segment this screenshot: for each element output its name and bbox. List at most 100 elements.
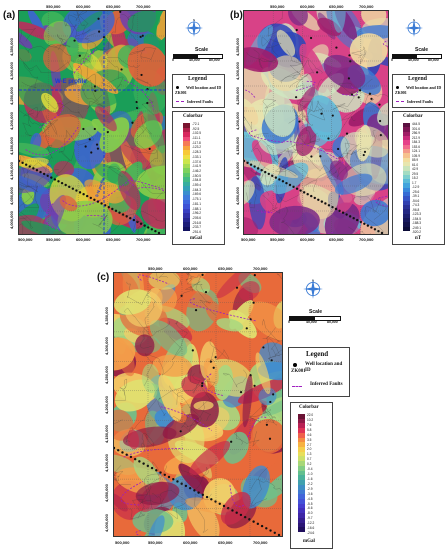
- colorbar-tick-label: -12.2: [307, 521, 315, 526]
- contour-line: [192, 373, 210, 394]
- inferred-fault-line: [123, 447, 183, 458]
- colorbar-swatch: [298, 437, 305, 443]
- inferred-fault-line: [127, 179, 165, 191]
- scale-tick: 40,000: [189, 58, 200, 62]
- contour-line: [21, 62, 39, 89]
- contour-line: [124, 127, 157, 154]
- well-marker: [139, 35, 142, 38]
- colorbar-tick-label: -74.3: [412, 203, 420, 207]
- colorbar: [403, 123, 410, 232]
- well-marker: [136, 106, 139, 110]
- colorbar-swatch: [183, 127, 190, 133]
- anomaly-zone: [21, 220, 72, 234]
- colorbar-swatch: [183, 190, 190, 196]
- contour-line: [157, 372, 189, 416]
- contour-line: [209, 338, 230, 363]
- colorbar-tick-label: -123.3: [412, 212, 422, 216]
- anomaly-zone: [238, 281, 260, 301]
- colorbar-tick-label: 444.5: [412, 122, 420, 126]
- contour-line: [23, 101, 71, 119]
- well-label: Well location and ID: [305, 362, 343, 373]
- well-marker: [98, 30, 101, 33]
- well-marker: [310, 194, 313, 198]
- well-marker: [157, 231, 161, 234]
- colorbar-tick-label: 7.6: [307, 422, 312, 427]
- contour-line: [81, 77, 104, 109]
- colorbar-unit: mGal: [303, 539, 315, 544]
- contour-line: [248, 405, 272, 423]
- well-marker: [253, 384, 256, 387]
- contour-line: [68, 11, 90, 40]
- colorbar-swatch: [403, 196, 410, 202]
- colorbar-swatch: [183, 150, 190, 155]
- well-marker: [146, 464, 150, 468]
- y-tick: 4,100,000: [235, 162, 240, 180]
- colorbar-swatch: [183, 123, 190, 128]
- x-tick: 700,000: [136, 4, 151, 9]
- well-marker: [348, 54, 351, 57]
- y-tick: 4,350,000: [9, 38, 14, 56]
- well-marker: [243, 515, 247, 519]
- contour-line: [145, 465, 174, 510]
- well-marker: [273, 531, 276, 534]
- colorbar-tick-label: 85.9: [412, 158, 419, 162]
- well-marker: [380, 231, 384, 234]
- colorbar: [298, 414, 305, 533]
- well-marker: [347, 77, 351, 80]
- anomaly-zone: [187, 273, 208, 285]
- colorbar-swatch: [298, 451, 305, 457]
- colorbar-swatch: [298, 489, 305, 495]
- y-tick: 4,200,000: [235, 112, 240, 130]
- well-marker: [93, 85, 97, 88]
- x-tick: 550,000: [148, 540, 163, 545]
- y-tick: 4,300,000: [104, 337, 109, 355]
- colorbar-tick-label: -72.1: [192, 122, 200, 126]
- well-marker: [245, 327, 248, 330]
- y-tick: 4,050,000: [235, 187, 240, 205]
- well-marker: [341, 211, 345, 214]
- colorbar-tick-label: -9.7: [307, 516, 313, 521]
- contour-line: [223, 369, 248, 388]
- colorbar-tick-label: -154.5: [412, 216, 422, 221]
- anomaly-zone: [323, 54, 366, 89]
- well-marker: [269, 400, 272, 404]
- colorbar-tick-label: 105.9: [412, 153, 420, 158]
- well-marker: [84, 145, 87, 148]
- scale-title: Scale: [195, 47, 209, 53]
- colorbar-swatch: [403, 205, 410, 210]
- well-marker: [28, 165, 31, 168]
- well-marker: [125, 453, 128, 456]
- colorbar-tick-label: 15.2: [412, 176, 419, 180]
- x-tick: 700,000: [359, 4, 374, 9]
- colorbar-tick-label: -0.4: [307, 467, 313, 472]
- contour-line: [104, 163, 131, 178]
- contour-line: [140, 300, 157, 349]
- well-marker: [345, 213, 348, 216]
- svg-text:N: N: [312, 278, 314, 282]
- contour-line: [84, 17, 121, 51]
- colorbar-box: Colorbar 22.0 10.2 7.6 5.8 4.6 3.5 2.7 2.0 1.3 0.…: [290, 402, 333, 549]
- well-marker: [100, 202, 103, 205]
- anomaly-zone: [258, 387, 277, 406]
- colorbar-title: Colorbar: [299, 405, 319, 410]
- colorbar-tick-label: 1.7: [412, 180, 417, 185]
- anomaly-zone: [203, 358, 219, 386]
- contour-line: [316, 146, 344, 181]
- scale-tick: 40,000: [306, 320, 317, 324]
- colorbar-swatch: [183, 168, 190, 173]
- contour-line: [58, 130, 94, 153]
- contour-line: [281, 206, 295, 234]
- colorbar-tick-label: -117.8: [192, 140, 201, 145]
- fault-label: Inferred Faults: [310, 382, 343, 387]
- contour-line: [129, 210, 165, 234]
- inferred-fault-line: [189, 298, 256, 322]
- colorbar-swatch: [403, 127, 410, 133]
- colorbar-tick-label: -133.1: [192, 154, 202, 159]
- well-marker: [270, 359, 273, 362]
- inferred-fault-line: [120, 480, 144, 506]
- colorbar-tick-label: -1.0: [307, 472, 313, 476]
- well-marker: [24, 163, 28, 166]
- contour-line: [125, 398, 157, 443]
- colorbar-swatch: [298, 465, 305, 472]
- scale-tick: 40,000: [408, 58, 419, 62]
